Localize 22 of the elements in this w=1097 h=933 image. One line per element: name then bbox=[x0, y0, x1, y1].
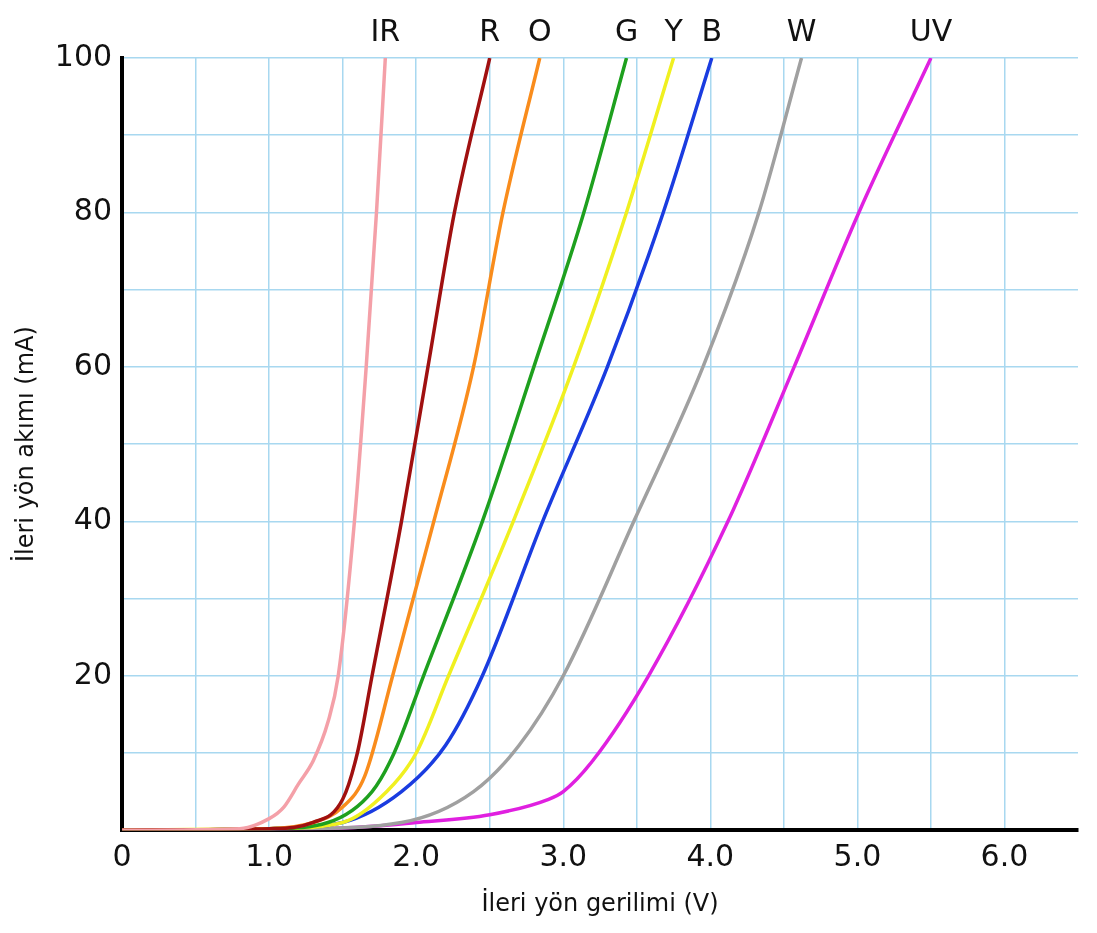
y-tick-label: 60 bbox=[73, 346, 113, 382]
y-tick-label: 80 bbox=[73, 192, 113, 228]
series-label: G bbox=[614, 12, 639, 48]
x-tick-label: 6.0 bbox=[980, 838, 1029, 873]
y-tick-label: 20 bbox=[73, 655, 113, 691]
series-label: O bbox=[527, 12, 552, 48]
x-axis-title: İleri yön gerilimi (V) bbox=[481, 887, 719, 917]
y-axis-title: İleri yön akımı (mA) bbox=[9, 326, 39, 563]
x-tick-label: 3.0 bbox=[539, 838, 588, 873]
series-label: IR bbox=[370, 12, 401, 48]
x-tick-label: 0 bbox=[112, 838, 132, 873]
series-label: Y bbox=[663, 12, 684, 48]
x-tick-label: 4.0 bbox=[686, 838, 735, 873]
series-label: UV bbox=[909, 12, 953, 48]
series-label: W bbox=[786, 12, 817, 48]
y-tick-label: 100 bbox=[54, 37, 113, 73]
x-tick-label: 1.0 bbox=[245, 838, 293, 873]
y-tick-label: 40 bbox=[73, 501, 113, 537]
x-tick-label: 5.0 bbox=[833, 838, 882, 873]
series-label: R bbox=[479, 12, 501, 48]
series-label: B bbox=[701, 12, 723, 48]
x-tick-label: 2.0 bbox=[392, 838, 441, 873]
